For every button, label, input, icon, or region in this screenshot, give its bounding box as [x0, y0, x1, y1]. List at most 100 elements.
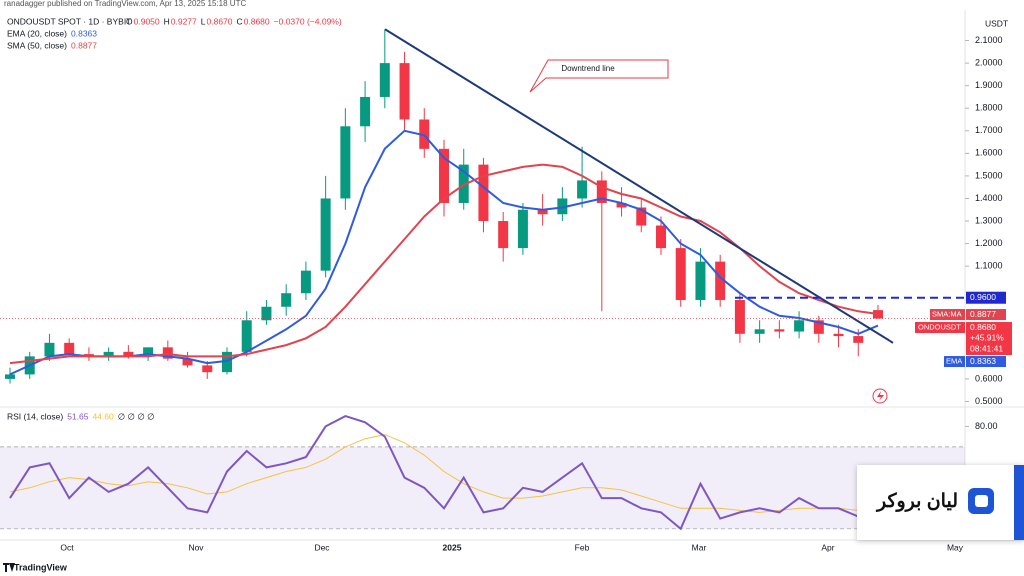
- alert-bolt: [877, 391, 884, 401]
- ohlc-key: C: [237, 16, 243, 26]
- indicator-value: 0.8877: [71, 40, 97, 50]
- plot: [0, 28, 965, 531]
- candle-body: [636, 207, 647, 226]
- x-tick-label: May: [947, 542, 964, 552]
- logo-icon-inner: [975, 495, 988, 507]
- y-tick-label: 1.9000: [975, 80, 1003, 90]
- y-tick-label: 0.6000: [975, 373, 1003, 383]
- candle-body: [340, 126, 351, 199]
- candle-body: [833, 333, 844, 337]
- y-tick-label: 2.0000: [975, 57, 1003, 67]
- level-tag-text: 0.9600: [970, 292, 996, 302]
- candle-body: [44, 342, 55, 357]
- rsi-ma-line: [9, 434, 879, 513]
- candle-body: [83, 354, 94, 357]
- x-tick-label: Apr: [821, 542, 834, 552]
- candle-body: [794, 320, 805, 332]
- candle-body: [222, 351, 232, 373]
- candle-body: [616, 202, 627, 208]
- brand: TradingView: [14, 562, 68, 572]
- x-tick-label: 2025: [443, 542, 462, 552]
- sma-tag-bg: [966, 309, 1006, 321]
- rsi-line: [9, 415, 879, 531]
- y-tick-label: 1.2000: [975, 238, 1003, 248]
- y-tick-label: 2.1000: [975, 35, 1003, 45]
- price-tag-bg: [966, 322, 1012, 356]
- candle-body: [813, 320, 824, 334]
- candle-body: [873, 310, 883, 319]
- logo-bg: [857, 465, 1024, 540]
- candle-body: [853, 336, 864, 343]
- y-tick-label: 1.4000: [975, 193, 1003, 203]
- candle-body: [517, 209, 528, 249]
- price-tag: 0.8680: [970, 322, 996, 332]
- ohlc-key: H: [164, 16, 170, 26]
- y-tick-label: 1.8000: [975, 103, 1003, 113]
- candle-body: [656, 225, 666, 249]
- indicator-label: SMA (50, close): [7, 40, 67, 50]
- sma-tag-name-bg: [930, 309, 965, 321]
- callout-text: Downtrend line: [561, 64, 615, 73]
- candle-body: [419, 119, 430, 149]
- candle-body: [64, 342, 75, 355]
- ohlc-value: 0.8670: [207, 16, 233, 26]
- candle-body: [754, 329, 765, 334]
- candle-body: [320, 198, 331, 271]
- x-tick-label: Mar: [692, 542, 707, 552]
- candle-body: [202, 365, 213, 373]
- ohlc-value: 0.8680: [244, 16, 270, 26]
- candle-body: [103, 351, 114, 357]
- candle-body: [162, 347, 173, 359]
- symbol: ONDOUSDT SPOT · 1D · BYBIT: [7, 16, 131, 26]
- rsi-value: 44.60: [93, 411, 115, 421]
- currency: USDT: [985, 18, 1008, 28]
- candle-body: [241, 320, 252, 352]
- rsi-extra: ∅ ∅ ∅ ∅: [118, 411, 155, 421]
- y-tick-label: 1.5000: [975, 170, 1003, 180]
- y-tick-label: 1.7000: [975, 125, 1003, 135]
- logo-edge: [1014, 465, 1024, 540]
- publish-note: ranadagger published on TradingView.com,…: [4, 0, 246, 8]
- brand-icon: [3, 563, 15, 572]
- candle-body: [5, 374, 15, 379]
- rsi-title: RSI (14, close): [7, 411, 63, 421]
- candle-body: [399, 63, 410, 120]
- ohlc-change: −0.0370 (−4.09%): [274, 16, 342, 26]
- alert-icon[interactable]: [872, 388, 888, 404]
- ema-tag: 0.8363: [970, 356, 996, 366]
- callout: [529, 59, 669, 93]
- candle-body: [478, 164, 489, 222]
- logo-text: لیان بروکر: [875, 491, 958, 512]
- candle-body: [143, 347, 154, 357]
- price-tag-name: ONDOUSDT: [918, 323, 961, 332]
- candle-body: [577, 180, 588, 199]
- candle-body: [379, 63, 390, 97]
- y-tick-label: 1.3000: [975, 215, 1003, 225]
- ohlc-value: 0.9277: [171, 16, 197, 26]
- level-tag: [966, 291, 1006, 304]
- candle-body: [596, 180, 607, 203]
- price-change: +45.91%: [970, 332, 1004, 342]
- candle-body: [281, 293, 292, 307]
- candle-body: [537, 209, 548, 215]
- trendline: [384, 28, 894, 344]
- ohlc-key: O: [126, 16, 133, 26]
- candle-body: [734, 299, 745, 334]
- candle-body: [261, 306, 272, 321]
- countdown: 08:41:41: [970, 343, 1003, 353]
- indicator-label: EMA (20, close): [7, 28, 67, 38]
- ema-tag-name: EMA: [946, 357, 962, 366]
- price-tag-name-bg: [915, 322, 965, 334]
- ema-tag-name-bg: [944, 356, 965, 368]
- indicator-value: 0.8363: [71, 28, 97, 38]
- y-tick-label: 1.6000: [975, 148, 1003, 158]
- ma-line: [9, 163, 879, 365]
- ohlc-key: L: [201, 16, 206, 26]
- overlay: 0.5000 0.6000 1.1000 1.2000 1.3000 1.4000 1.50…: [7, 35, 1012, 552]
- ema-tag-bg: [966, 356, 1006, 368]
- y-tick-label: 1.1000: [975, 261, 1003, 271]
- y-tick-label: 80.00: [975, 421, 998, 431]
- candle-body: [182, 358, 193, 366]
